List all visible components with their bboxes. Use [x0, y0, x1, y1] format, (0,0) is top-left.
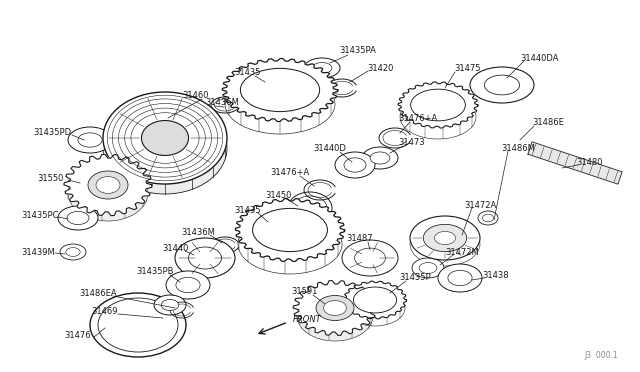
Ellipse shape — [176, 277, 200, 293]
Text: 31476: 31476 — [65, 330, 92, 340]
Text: 31438: 31438 — [483, 270, 509, 279]
Text: J3 ·000.1: J3 ·000.1 — [584, 351, 618, 360]
Ellipse shape — [66, 248, 80, 256]
Text: 31435PA: 31435PA — [340, 45, 376, 55]
Text: 31472A: 31472A — [464, 201, 496, 209]
Text: 31435: 31435 — [235, 205, 261, 215]
Ellipse shape — [189, 247, 221, 269]
Ellipse shape — [166, 271, 210, 299]
Ellipse shape — [316, 295, 354, 321]
Ellipse shape — [103, 92, 227, 184]
Text: 31487: 31487 — [347, 234, 373, 243]
Ellipse shape — [478, 211, 498, 225]
Ellipse shape — [448, 270, 472, 286]
Text: 31591: 31591 — [291, 288, 317, 296]
Ellipse shape — [103, 102, 227, 194]
Ellipse shape — [67, 211, 89, 225]
Text: 31439M: 31439M — [21, 247, 55, 257]
Polygon shape — [398, 82, 478, 128]
Text: 31450: 31450 — [265, 190, 291, 199]
Ellipse shape — [362, 147, 398, 169]
Ellipse shape — [241, 68, 319, 112]
Ellipse shape — [304, 58, 340, 78]
Text: 31440D: 31440D — [314, 144, 346, 153]
Polygon shape — [236, 199, 344, 262]
Ellipse shape — [438, 264, 482, 292]
Polygon shape — [344, 281, 406, 319]
Text: 31460: 31460 — [183, 90, 209, 99]
Ellipse shape — [335, 152, 375, 178]
Text: 31473: 31473 — [399, 138, 426, 147]
Text: 31472M: 31472M — [445, 247, 479, 257]
Polygon shape — [293, 280, 377, 336]
Ellipse shape — [423, 224, 467, 251]
Text: 31476+A: 31476+A — [398, 113, 438, 122]
Ellipse shape — [175, 238, 235, 278]
Text: 31476+A: 31476+A — [270, 167, 310, 176]
Ellipse shape — [324, 301, 346, 315]
Ellipse shape — [342, 240, 398, 276]
Ellipse shape — [412, 258, 444, 278]
Ellipse shape — [410, 216, 480, 260]
Text: 31436M: 31436M — [205, 97, 239, 106]
Ellipse shape — [353, 287, 397, 313]
Text: 31486M: 31486M — [501, 144, 535, 153]
Ellipse shape — [484, 75, 520, 95]
Ellipse shape — [344, 158, 366, 172]
Ellipse shape — [435, 231, 456, 245]
Text: 31436M: 31436M — [181, 228, 215, 237]
Text: 31480: 31480 — [577, 157, 604, 167]
Text: 31435PC: 31435PC — [21, 211, 59, 219]
Ellipse shape — [96, 177, 120, 193]
Ellipse shape — [88, 171, 128, 199]
Ellipse shape — [470, 67, 534, 103]
Ellipse shape — [297, 291, 373, 341]
Ellipse shape — [483, 214, 493, 222]
Text: 31435PB: 31435PB — [136, 267, 173, 276]
Ellipse shape — [58, 206, 98, 230]
Ellipse shape — [154, 295, 186, 315]
Text: 31440DA: 31440DA — [521, 54, 559, 62]
Ellipse shape — [161, 299, 179, 311]
Ellipse shape — [253, 208, 328, 251]
Polygon shape — [528, 142, 622, 184]
Ellipse shape — [68, 127, 112, 153]
Text: FRONT: FRONT — [293, 314, 322, 324]
Text: 31435P: 31435P — [399, 273, 431, 282]
Ellipse shape — [68, 165, 148, 221]
Text: 31420: 31420 — [367, 64, 393, 73]
Ellipse shape — [370, 152, 390, 164]
Text: 31486E: 31486E — [532, 118, 564, 126]
Polygon shape — [222, 58, 338, 122]
Ellipse shape — [78, 133, 102, 147]
Text: 31435: 31435 — [235, 67, 261, 77]
Ellipse shape — [141, 121, 189, 155]
Text: 31550: 31550 — [37, 173, 63, 183]
Text: 31475: 31475 — [455, 64, 481, 73]
Text: 31440: 31440 — [162, 244, 188, 253]
Ellipse shape — [60, 244, 86, 260]
Ellipse shape — [355, 248, 385, 268]
Ellipse shape — [312, 62, 332, 74]
Ellipse shape — [411, 89, 465, 121]
Text: 31486EA: 31486EA — [79, 289, 117, 298]
Text: 31435PD: 31435PD — [33, 128, 71, 137]
Polygon shape — [64, 154, 152, 216]
Ellipse shape — [419, 263, 436, 273]
Text: 31469: 31469 — [92, 308, 118, 317]
